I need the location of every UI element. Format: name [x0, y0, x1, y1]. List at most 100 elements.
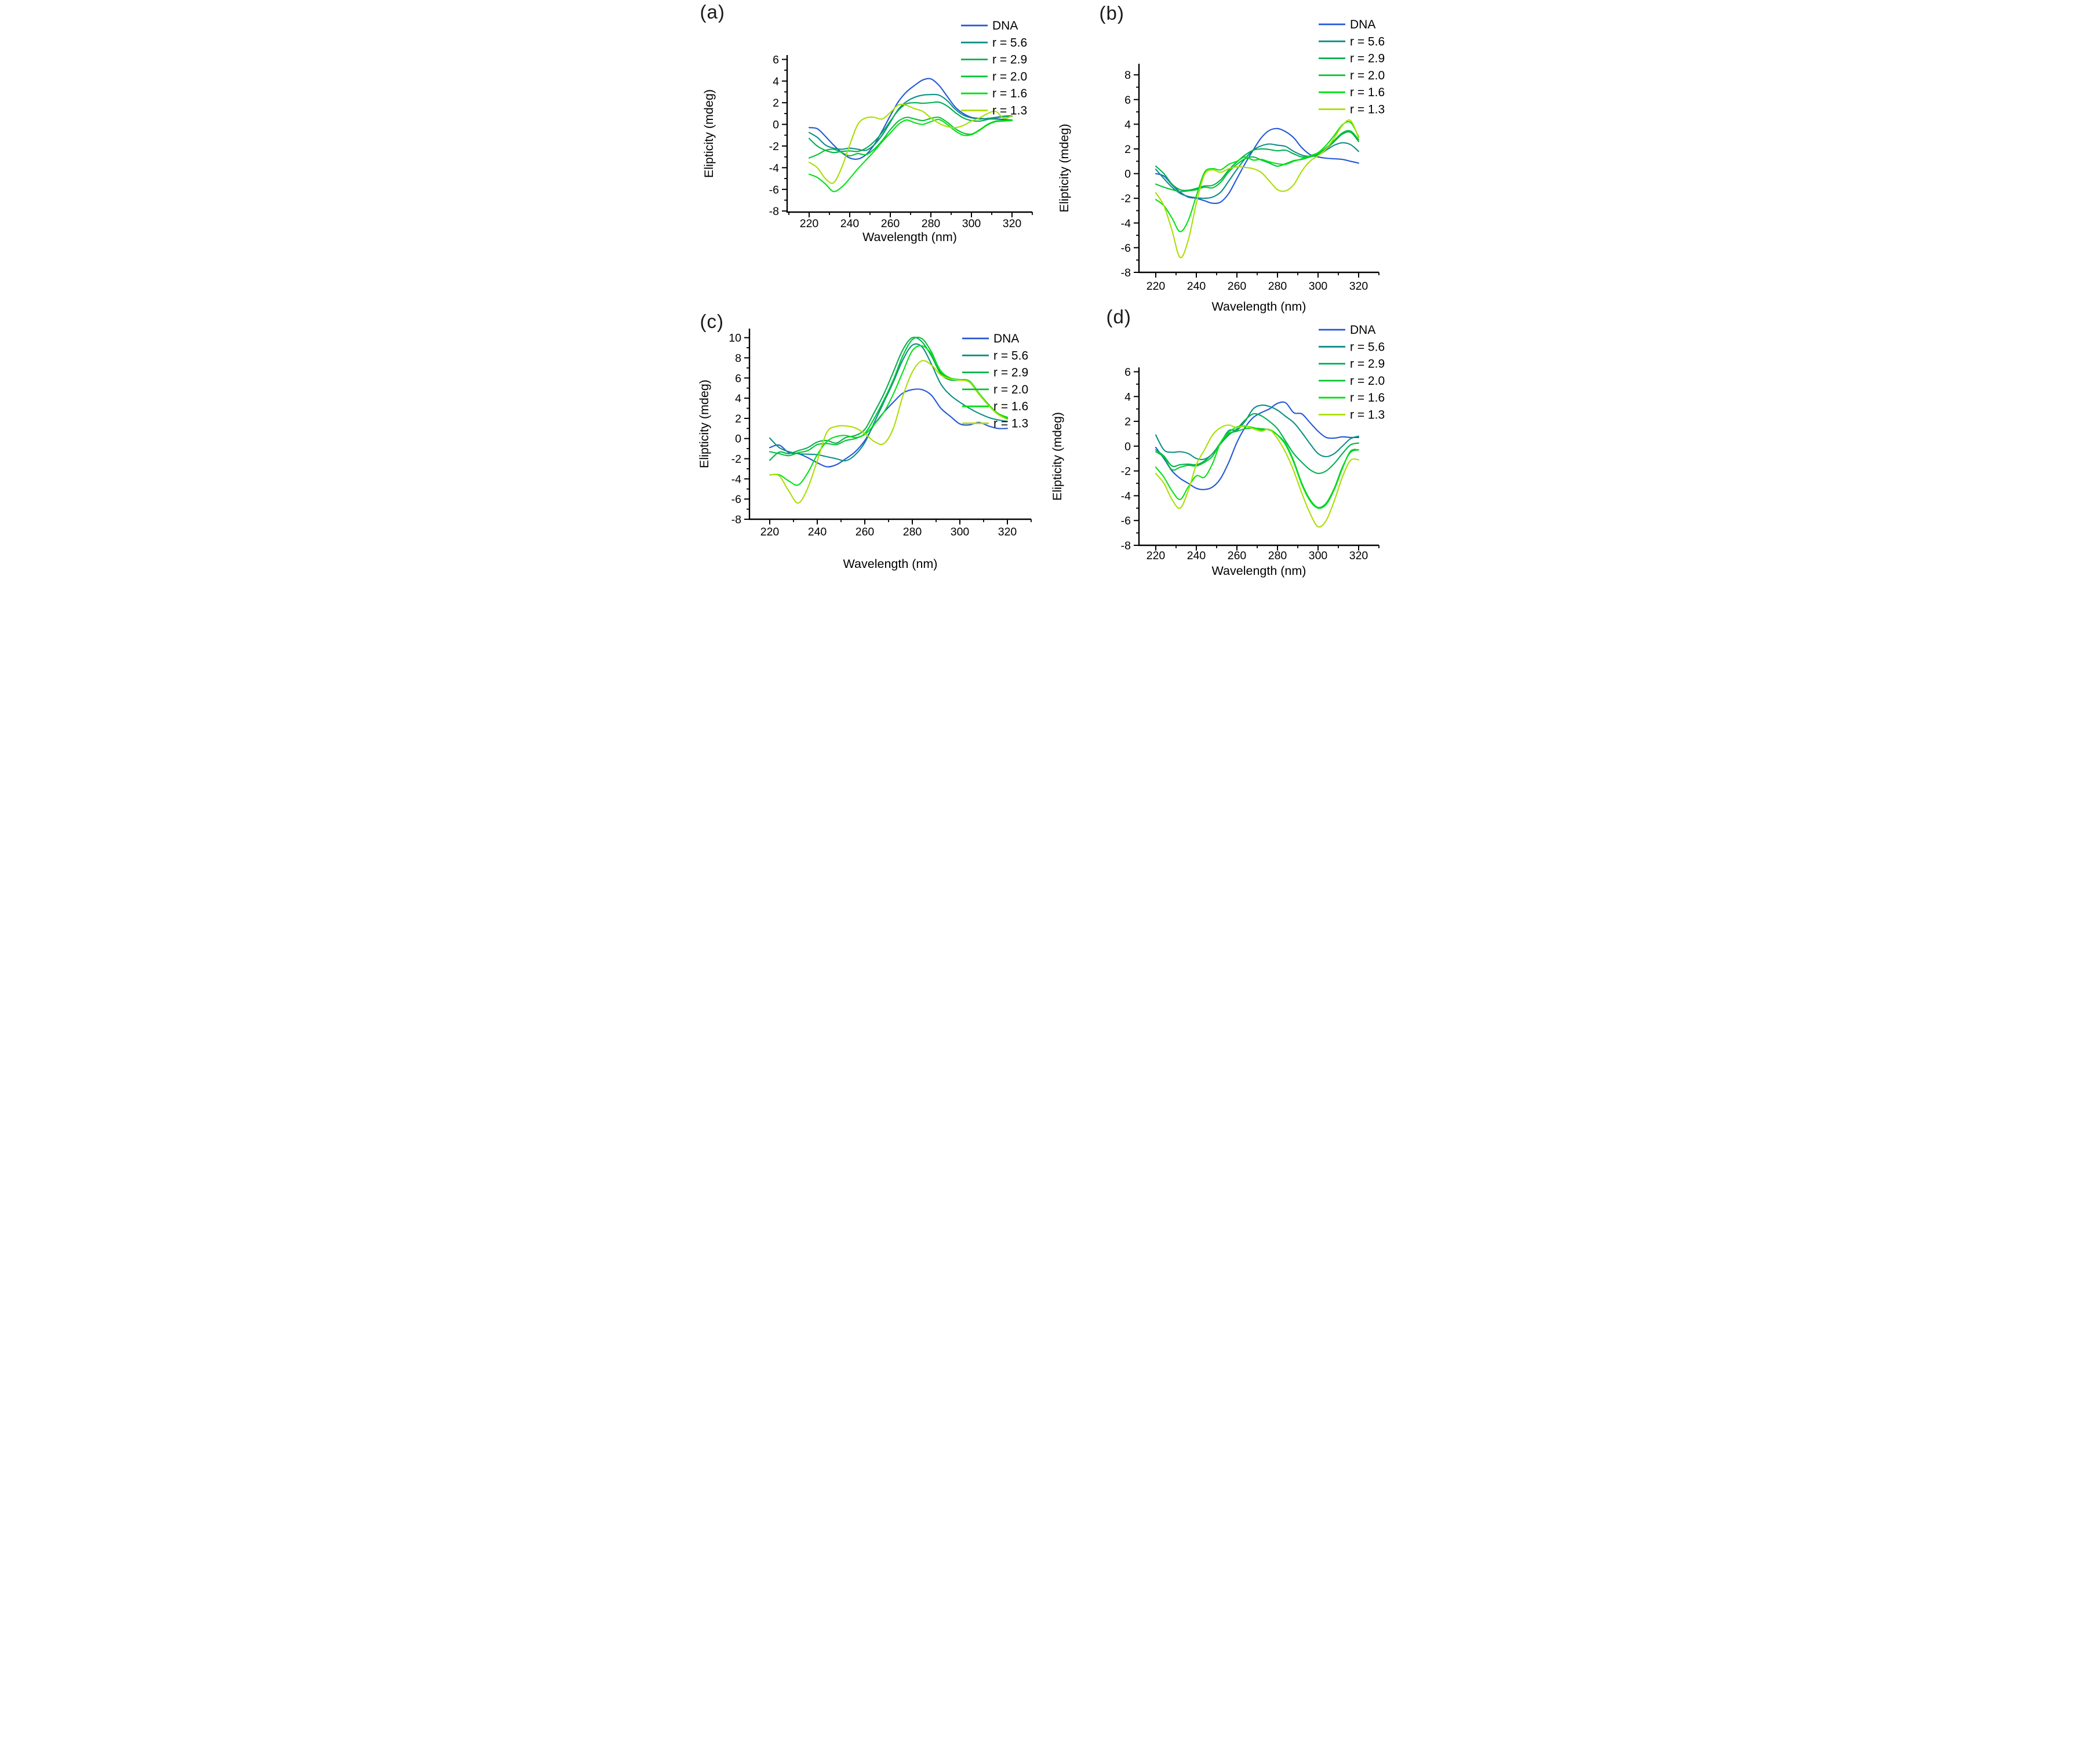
series-line-a-r16: [808, 119, 1013, 192]
axis-spines-d: [1138, 367, 1379, 546]
legend-label-c-dna: DNA: [993, 332, 1019, 345]
panel-c: (c) -8 -6 -4 -2 0 2 4 6 8 10 220 240 260 280 300 320 Wav…: [694, 294, 1041, 588]
y-tick-label-c: -2: [731, 453, 741, 466]
x-tick-label-a: 280: [921, 217, 940, 230]
x-tick-label-b: 300: [1308, 280, 1327, 293]
x-tick-label-c: 320: [998, 526, 1017, 538]
series-line-a-r20: [808, 116, 1013, 159]
x-tick-label-d: 240: [1186, 549, 1206, 562]
y-tick-label-c: 8: [735, 352, 741, 365]
x-tick-label-a: 220: [799, 217, 818, 230]
y-tick-label-a: -2: [769, 140, 778, 153]
x-tick-label-b: 320: [1349, 280, 1368, 293]
y-tick-label-b: -8: [1120, 267, 1130, 279]
panel-d: (d) -8 -6 -4 -2 0 2 4 6 220 240 260 280 300 320 Wavele…: [1042, 294, 1388, 588]
y-tick-label-a: 6: [773, 53, 779, 66]
y-tick-label-a: -6: [769, 184, 778, 196]
y-tick-label-c: 10: [729, 332, 741, 345]
x-axis-title-d: Wavelength (nm): [1211, 564, 1306, 578]
y-tick-label-d: -2: [1120, 465, 1130, 478]
legend-label-d-r13: r = 1.3: [1350, 409, 1385, 422]
series-line-c-r16: [769, 345, 1008, 486]
x-tick-label-d: 220: [1146, 549, 1165, 562]
legend-label-d-r16: r = 1.6: [1350, 391, 1385, 404]
cd-spectra-figure: (a) -8 -6 -4 -2 0 2 4 6 220 240 260 280 300 320 Wavele…: [694, 0, 1388, 588]
y-tick-label-b: 2: [1124, 143, 1131, 156]
x-tick-label-d: 280: [1268, 549, 1287, 562]
x-axis-title-a: Wavelength (nm): [862, 230, 957, 244]
legend-label-a-dna: DNA: [992, 19, 1018, 32]
legend-label-c-r13: r = 1.3: [993, 417, 1028, 431]
x-tick-label-d: 300: [1308, 549, 1327, 562]
y-axis-title-a: Elipticity (mdeg): [702, 89, 716, 178]
series-line-b-r16: [1155, 121, 1359, 232]
panel-a-label: (a): [700, 1, 725, 23]
x-tick-label-b: 220: [1146, 280, 1165, 293]
series-line-d-r56: [1155, 404, 1359, 461]
y-tick-label-b: -4: [1120, 217, 1130, 230]
y-tick-label-d: 2: [1124, 416, 1131, 428]
chart-b: -8 -6 -4 -2 0 2 4 6 8 220 240 260 280 300 320 Wavelengt…: [1057, 18, 1385, 314]
legend-label-d-r29: r = 2.9: [1350, 358, 1385, 371]
legend-label-b-r20: r = 2.0: [1350, 69, 1385, 82]
y-tick-label-c: 2: [735, 413, 741, 425]
x-tick-label-a: 320: [1002, 217, 1021, 230]
legend-label-c-r56: r = 5.6: [993, 349, 1028, 362]
legend-label-a-r29: r = 2.9: [992, 53, 1027, 67]
series-line-b-r13: [1155, 119, 1359, 258]
panel-b: (b) -8 -6 -4 -2 0 2 4 6 8 220 240 260 280 300 320 Wavel…: [1042, 0, 1388, 322]
y-tick-label-b: 0: [1124, 168, 1131, 181]
series-line-b-r20: [1155, 130, 1359, 192]
y-tick-label-a: -8: [769, 205, 778, 218]
panel-c-label: (c): [700, 311, 724, 332]
y-tick-label-b: 6: [1124, 94, 1131, 107]
x-tick-label-a: 300: [962, 217, 981, 230]
x-axis-title-c: Wavelength (nm): [843, 557, 937, 571]
panel-d-label: (d): [1106, 306, 1131, 327]
series-line-c-dna: [769, 388, 1008, 468]
legend-label-b-r29: r = 2.9: [1350, 52, 1385, 65]
legend-label-c-r20: r = 2.0: [993, 383, 1028, 396]
y-tick-label-d: 4: [1124, 391, 1131, 403]
y-tick-label-b: 4: [1124, 118, 1131, 131]
y-tick-label-d: 0: [1124, 440, 1131, 453]
chart-a: -8 -6 -4 -2 0 2 4 6 220 240 260 280 300 320 Wavelength…: [702, 19, 1033, 244]
x-tick-label-a: 260: [880, 217, 900, 230]
series-line-b-dna: [1155, 127, 1359, 204]
legend-label-d-r56: r = 5.6: [1350, 340, 1385, 353]
y-tick-label-c: -8: [731, 513, 741, 526]
y-tick-label-d: -4: [1120, 490, 1130, 502]
series-line-a-r56: [808, 93, 1013, 151]
y-tick-label-d: -8: [1120, 540, 1130, 552]
x-tick-label-b: 240: [1186, 280, 1206, 293]
x-tick-label-d: 320: [1349, 549, 1368, 562]
series-line-b-r56: [1155, 142, 1359, 199]
series-line-a-r29: [808, 101, 1013, 154]
x-tick-label-c: 240: [807, 526, 827, 538]
y-tick-label-c: 6: [735, 372, 741, 385]
x-axis-title-b: Wavelength (nm): [1211, 300, 1306, 314]
legend-label-a-r16: r = 1.6: [992, 87, 1027, 100]
y-tick-label-c: 4: [735, 392, 741, 405]
y-tick-label-b: -6: [1120, 242, 1130, 254]
axis-spines-a: [786, 55, 1032, 213]
legend-label-b-dna: DNA: [1350, 18, 1375, 31]
y-tick-label-c: -6: [731, 493, 741, 506]
y-axis-title-c: Elipticity (mdeg): [697, 380, 711, 468]
y-axis-title-d: Elipticity (mdeg): [1050, 412, 1064, 501]
panel-b-label: (b): [1099, 2, 1124, 24]
legend-label-a-r13: r = 1.3: [992, 104, 1027, 118]
series-line-d-r16: [1155, 425, 1359, 509]
y-tick-label-b: -2: [1120, 192, 1130, 205]
legend-label-d-r20: r = 2.0: [1350, 374, 1385, 388]
y-tick-label-d: -6: [1120, 515, 1130, 527]
x-tick-label-c: 220: [760, 526, 779, 538]
y-tick-label-d: 6: [1124, 366, 1131, 378]
series-line-d-r29: [1155, 413, 1359, 474]
x-tick-label-d: 260: [1227, 549, 1246, 562]
chart-d: -8 -6 -4 -2 0 2 4 6 220 240 260 280 300 320 Wavelength…: [1050, 323, 1385, 578]
y-axis-title-b: Elipticity (mdeg): [1057, 124, 1071, 213]
y-tick-label-a: 0: [773, 119, 779, 132]
legend-label-a-r56: r = 5.6: [992, 36, 1027, 49]
x-tick-label-b: 260: [1227, 280, 1246, 293]
